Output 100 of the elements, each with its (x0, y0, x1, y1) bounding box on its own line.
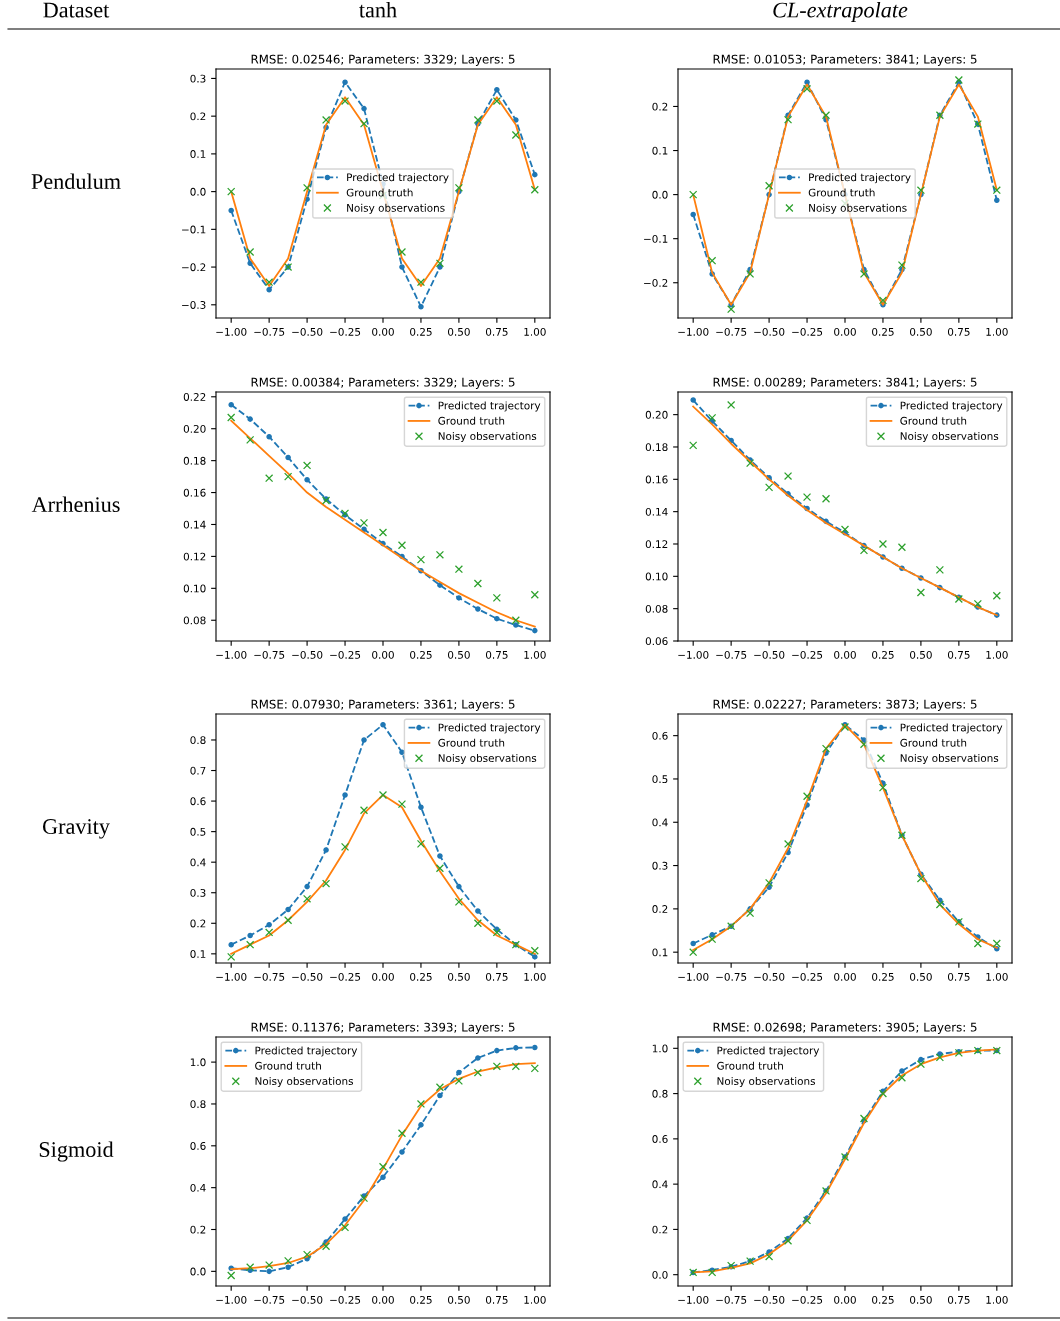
x-tick-label: 0.75 (485, 1295, 508, 1304)
x-tick-label: 1.00 (524, 972, 546, 981)
x-tick-label: 0.50 (448, 650, 470, 659)
x-tick-label: 0.75 (947, 650, 970, 659)
y-tick-label: 0.3 (190, 888, 206, 897)
y-tick-label: 0.1 (190, 950, 206, 958)
y-tick-label: 0.3 (190, 74, 206, 83)
y-tick-label: 0.14 (183, 520, 206, 529)
text: Gravity (42, 819, 110, 839)
y-tick-label: 0.2 (190, 919, 206, 928)
y-tick-label: 0.22 (183, 393, 206, 401)
x-tick-label: 0.00 (372, 327, 394, 336)
legend-label: Noisy observations (809, 203, 907, 214)
legend-label: Predicted trajectory (900, 723, 1003, 734)
x-tick-label: 0.75 (485, 327, 508, 336)
x-tick-label: −0.50 (754, 972, 785, 981)
y-tick-label: 0.08 (183, 616, 206, 625)
x-tick-label: 0.75 (485, 972, 508, 981)
x-tick-label: −0.75 (254, 972, 285, 981)
chart-title: RMSE: 0.02227; Parameters: 3873; Layers: 5 (713, 699, 977, 711)
legend-label: Noisy observations (255, 1076, 354, 1088)
x-tick-label: −0.25 (330, 650, 361, 659)
y-tick-label: −0.2 (182, 263, 206, 272)
legend-label: Ground truth (438, 416, 505, 425)
y-tick-label: 0.08 (645, 604, 668, 613)
y-tick-label: 0.6 (190, 1142, 206, 1150)
y-tick-label: −0.1 (644, 234, 668, 243)
text: Sigmoid (39, 1141, 114, 1162)
x-tick-label: 1.00 (986, 650, 1008, 659)
y-tick-label: 0.18 (183, 456, 206, 465)
x-tick-label: −0.50 (754, 650, 785, 659)
x-tick-label: −1.00 (216, 972, 247, 981)
x-tick-label: −1.00 (678, 650, 709, 659)
x-tick-label: 0.00 (372, 650, 394, 659)
x-tick-label: −1.00 (216, 327, 247, 336)
y-tick-label: 0.4 (652, 818, 668, 827)
legend-label: Ground truth (900, 416, 967, 425)
y-tick-label: 0.10 (645, 572, 668, 581)
legend-label: Predicted trajectory (255, 1046, 358, 1057)
x-tick-label: 0.50 (910, 972, 932, 981)
legend-label: Noisy observations (438, 431, 537, 443)
x-tick-label: 0.25 (410, 650, 432, 659)
x-tick-label: −0.50 (292, 1295, 323, 1304)
y-tick-label: 0.8 (190, 736, 206, 745)
y-tick-label: 0.5 (652, 775, 668, 784)
y-tick-label: 0.4 (190, 858, 206, 867)
legend-label: Ground truth (717, 1061, 783, 1070)
text: Pendulum (31, 173, 121, 190)
x-tick-label: 0.00 (372, 972, 394, 981)
x-tick-label: 0.25 (410, 1295, 432, 1304)
y-tick-label: 0.0 (190, 187, 206, 196)
x-tick-label: 0.00 (834, 1295, 856, 1304)
x-tick-label: 0.00 (372, 1295, 394, 1304)
x-tick-label: −0.25 (330, 972, 361, 981)
x-tick-label: 1.00 (524, 650, 546, 659)
legend-label: Predicted trajectory (900, 401, 1003, 412)
y-tick-label: 0.4 (190, 1183, 206, 1192)
x-tick-label: 0.25 (872, 1295, 894, 1304)
x-tick-label: 0.75 (947, 327, 970, 336)
x-tick-label: −0.50 (292, 650, 323, 659)
x-tick-label: −0.25 (330, 327, 361, 336)
x-tick-label: −0.75 (254, 650, 285, 659)
text: CL-extrapolate (773, 1, 908, 23)
y-tick-label: 0.0 (190, 1267, 206, 1276)
y-tick-label: 0.2 (190, 112, 206, 121)
x-tick-label: 0.00 (834, 327, 856, 336)
x-tick-label: 0.50 (910, 327, 932, 336)
chart-title: RMSE: 0.01053; Parameters: 3841; Layers: 5 (713, 54, 977, 66)
x-tick-label: −0.50 (754, 1295, 785, 1304)
y-tick-label: 0.10 (183, 584, 206, 593)
x-tick-label: 1.00 (986, 972, 1008, 981)
y-tick-label: 0.6 (652, 731, 668, 740)
y-tick-label: 0.18 (645, 443, 668, 452)
y-tick-label: 0.1 (190, 150, 206, 158)
x-tick-label: 1.00 (986, 327, 1008, 336)
x-tick-label: 0.75 (485, 650, 508, 659)
x-tick-label: −0.25 (792, 1295, 823, 1304)
x-tick-label: 0.75 (947, 972, 970, 981)
x-tick-label: −1.00 (216, 1295, 247, 1304)
y-tick-label: 0.2 (652, 102, 668, 111)
chart-title: RMSE: 0.02546; Parameters: 3329; Layers: 5 (251, 54, 515, 66)
legend-label: Ground truth (346, 188, 413, 197)
x-tick-label: −1.00 (678, 1295, 709, 1304)
legend-label: Predicted trajectory (809, 173, 911, 184)
legend-label: Predicted trajectory (347, 173, 449, 184)
x-tick-label: −0.50 (754, 327, 785, 336)
y-tick-label: 0.06 (645, 637, 668, 646)
x-tick-label: −0.25 (792, 327, 823, 336)
legend-label: Noisy observations (717, 1076, 816, 1088)
legend-label: Ground truth (900, 738, 967, 747)
x-tick-label: 1.00 (986, 1295, 1008, 1304)
text: tanh (359, 1, 397, 18)
y-tick-label: 0.1 (652, 948, 668, 957)
y-tick-label: 0.6 (652, 1135, 668, 1143)
y-tick-label: 0.4 (652, 1180, 668, 1189)
y-tick-label: 0.2 (190, 1225, 206, 1234)
y-tick-label: −0.1 (182, 225, 206, 234)
y-tick-label: 0.12 (183, 552, 206, 561)
x-tick-label: 0.00 (834, 972, 856, 981)
y-tick-label: 0.14 (645, 507, 668, 516)
